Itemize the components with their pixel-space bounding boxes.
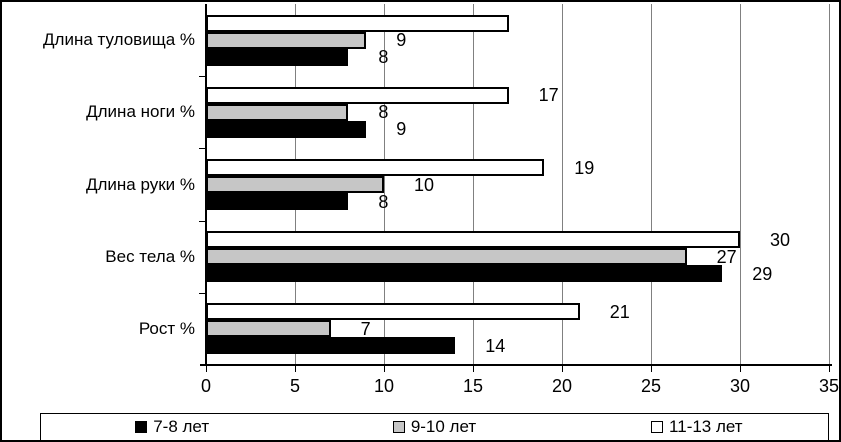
- legend: 7-8 лет 9-10 лет 11-13 лет: [40, 413, 829, 440]
- bar: [206, 176, 384, 193]
- legend-item: 7-8 лет: [41, 417, 303, 437]
- x-tick-mark: [206, 366, 207, 372]
- legend-item-label: 7-8 лет: [153, 417, 210, 436]
- bar-value-label: 8: [378, 102, 389, 123]
- category-label: Вес тела %: [105, 246, 195, 266]
- gridline: [473, 4, 474, 365]
- x-tick-label: 10: [373, 376, 395, 396]
- gridline: [384, 4, 385, 365]
- bar: [206, 337, 456, 355]
- bar: [206, 31, 367, 49]
- gridline: [651, 4, 652, 365]
- bar: [206, 86, 509, 104]
- bar: [206, 48, 349, 66]
- legend-marker-9-10: [392, 421, 405, 433]
- bar-value-label: 17: [538, 85, 559, 106]
- x-tick-label: 0: [200, 376, 211, 396]
- x-tick-mark: [562, 366, 563, 372]
- gridline: [562, 4, 563, 365]
- x-tick-mark: [295, 366, 296, 372]
- x-tick-label: 30: [729, 376, 751, 396]
- x-axis-line: [200, 364, 832, 366]
- bar: [206, 265, 723, 283]
- x-tick-mark: [384, 366, 385, 372]
- bar-value-label: 19: [574, 157, 595, 178]
- bar: [206, 103, 349, 121]
- gridline: [740, 4, 741, 365]
- bar-value-label: 14: [485, 335, 506, 356]
- bar-value-label: 7: [360, 318, 371, 339]
- bar: [206, 120, 367, 138]
- category-label: Длина туловища %: [43, 30, 195, 50]
- x-tick-label: 25: [640, 376, 662, 396]
- y-tick-mark: [199, 220, 205, 222]
- x-tick-label: 15: [462, 376, 484, 396]
- x-tick-mark: [651, 366, 652, 372]
- x-tick-mark: [829, 366, 830, 372]
- bar-value-label: 30: [770, 229, 791, 250]
- category-label: Длина руки %: [85, 174, 195, 194]
- bar: [206, 248, 687, 266]
- y-tick-mark: [199, 292, 205, 294]
- x-tick-mark: [740, 366, 741, 372]
- bar-value-label: 27: [716, 246, 737, 267]
- x-tick-label: 20: [551, 376, 573, 396]
- x-tick-label: 35: [818, 376, 840, 396]
- x-tick-label: 5: [289, 376, 300, 396]
- category-label: Длина ноги %: [86, 102, 195, 122]
- x-tick-mark: [473, 366, 474, 372]
- bar-value-label: 10: [414, 174, 435, 195]
- bar-value-label: 9: [396, 30, 407, 51]
- legend-item: 11-13 лет: [566, 417, 828, 437]
- bar: [206, 320, 331, 338]
- legend-marker-7-8: [135, 421, 148, 433]
- category-label: Рост %: [138, 318, 195, 338]
- bar-value-label: 8: [378, 191, 389, 212]
- y-tick-mark: [199, 76, 205, 78]
- bar-value-label: 9: [396, 119, 407, 140]
- bar-value-label: 29: [752, 263, 773, 284]
- legend-item-label: 11-13 лет: [669, 417, 743, 436]
- legend-item: 9-10 лет: [303, 417, 565, 437]
- bar: [206, 303, 580, 321]
- y-tick-mark: [199, 148, 205, 150]
- bar-value-label: 8: [378, 47, 389, 68]
- legend-marker-11-13: [651, 421, 664, 433]
- gridline: [829, 4, 830, 365]
- bar: [206, 14, 509, 32]
- legend-item-label: 9-10 лет: [410, 417, 477, 436]
- bar: [206, 231, 740, 249]
- bar-value-label: 21: [609, 301, 630, 322]
- bar: [206, 159, 545, 176]
- bar: [206, 193, 349, 210]
